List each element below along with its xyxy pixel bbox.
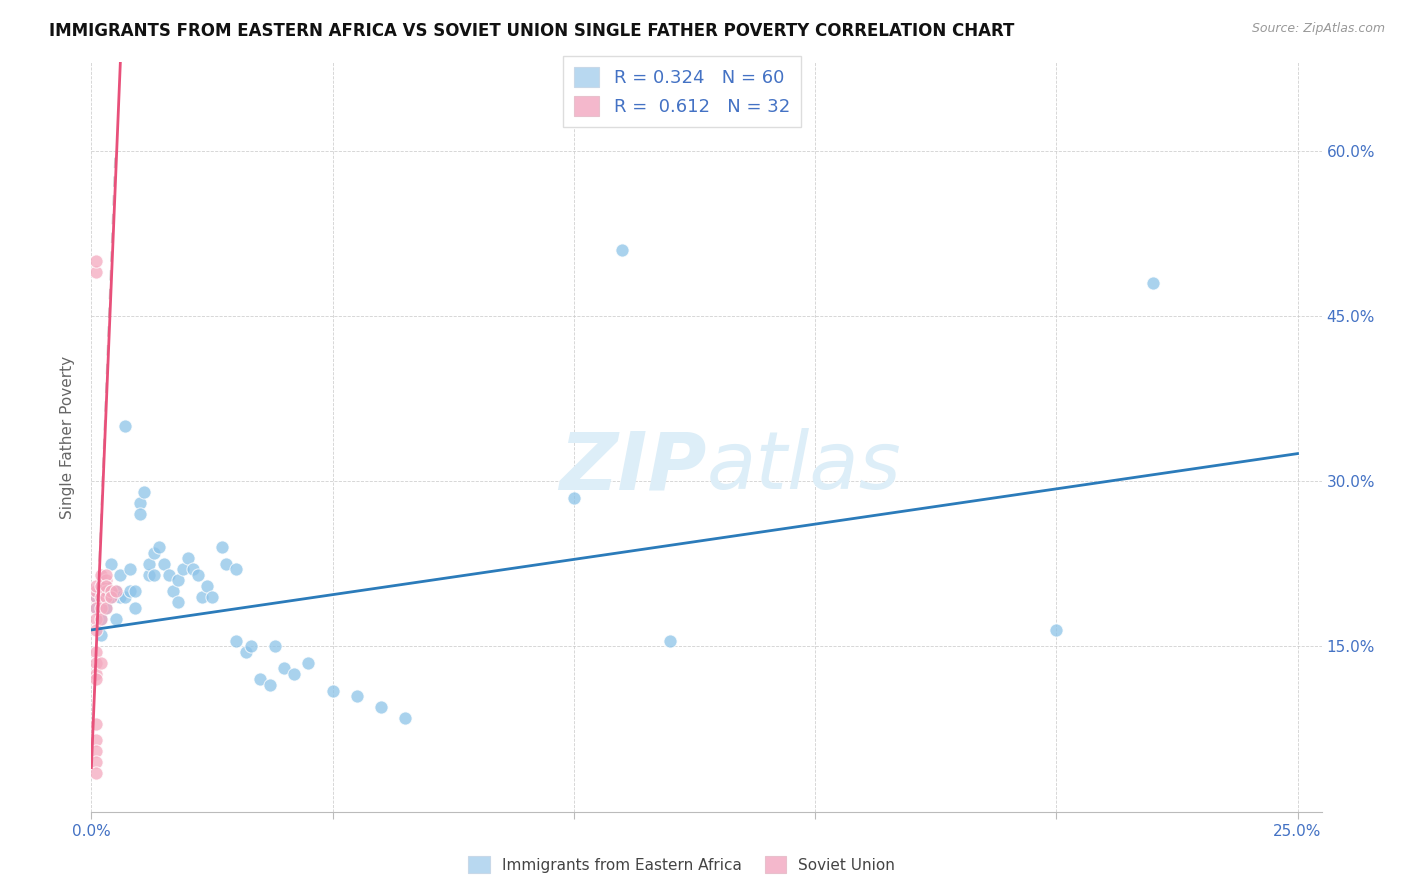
Point [128,496,150,510]
Point [100,557,122,571]
Text: ZIP: ZIP [560,428,706,506]
Point [181,562,204,576]
Point [84,584,107,599]
Point [90,567,112,582]
Point [143,546,166,560]
Point [263,640,285,654]
Point [84,673,107,687]
Point [195,579,218,593]
Point [134,485,156,500]
Point [235,645,257,659]
Point [84,716,107,731]
Point [124,584,146,599]
Point [148,541,170,555]
Point [167,595,190,609]
Point [94,579,117,593]
Point [1045,623,1067,637]
Point [84,612,107,626]
Point [191,590,214,604]
Point [1142,276,1164,290]
Point [84,590,107,604]
Point [114,419,136,434]
Point [84,623,107,637]
Point [239,640,262,654]
Text: Source: ZipAtlas.com: Source: ZipAtlas.com [1251,22,1385,36]
Point [104,584,127,599]
Point [225,634,247,648]
Point [104,612,127,626]
Point [90,628,112,642]
Point [90,600,112,615]
Point [84,766,107,780]
Point [104,584,127,599]
Point [162,584,184,599]
Point [84,265,107,279]
Point [186,567,208,582]
Point [84,755,107,769]
Point [610,243,633,257]
Y-axis label: Single Father Poverty: Single Father Poverty [60,356,76,518]
Point [283,667,305,681]
Point [659,634,682,648]
Point [94,584,117,599]
Point [84,600,107,615]
Point [94,574,117,588]
Point [90,656,112,670]
Point [322,683,344,698]
Point [225,562,247,576]
Point [211,541,233,555]
Point [84,656,107,670]
Point [110,567,132,582]
Point [562,491,585,505]
Point [370,700,392,714]
Point [90,612,112,626]
Point [201,590,224,604]
Point [128,507,150,521]
Point [394,711,416,725]
Point [100,590,122,604]
Point [94,579,117,593]
Point [177,551,200,566]
Point [84,645,107,659]
Point [90,612,112,626]
Point [94,590,117,604]
Point [90,584,112,599]
Point [110,590,132,604]
Point [84,600,107,615]
Point [94,567,117,582]
Point [84,733,107,747]
Point [346,689,368,703]
Text: atlas: atlas [706,428,901,506]
Point [84,667,107,681]
Point [273,661,295,675]
Point [94,600,117,615]
Point [84,253,107,268]
Text: IMMIGRANTS FROM EASTERN AFRICA VS SOVIET UNION SINGLE FATHER POVERTY CORRELATION: IMMIGRANTS FROM EASTERN AFRICA VS SOVIET… [49,22,1015,40]
Point [249,673,271,687]
Point [215,557,238,571]
Point [100,584,122,599]
Point [114,590,136,604]
Point [138,567,160,582]
Point [152,557,174,571]
Point [167,574,190,588]
Legend: Immigrants from Eastern Africa, Soviet Union: Immigrants from Eastern Africa, Soviet U… [463,850,901,879]
Point [84,579,107,593]
Point [143,567,166,582]
Point [172,562,194,576]
Point [124,600,146,615]
Point [90,590,112,604]
Point [84,744,107,758]
Point [84,590,107,604]
Point [297,656,319,670]
Point [138,557,160,571]
Point [90,579,112,593]
Point [118,584,141,599]
Point [94,600,117,615]
Point [259,678,281,692]
Point [118,562,141,576]
Point [157,567,180,582]
Point [100,590,122,604]
